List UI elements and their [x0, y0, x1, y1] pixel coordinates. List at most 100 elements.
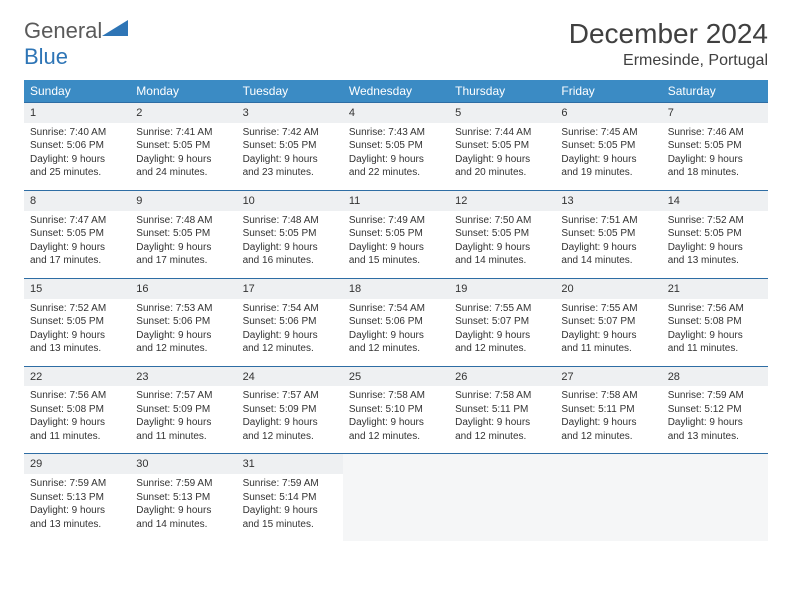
day-number-cell: 26	[449, 366, 555, 386]
sunrise-text: Sunrise: 7:49 AM	[349, 214, 443, 228]
sunrise-text: Sunrise: 7:59 AM	[243, 477, 337, 491]
day-number-cell: 30	[130, 454, 236, 474]
day-number-cell	[449, 454, 555, 474]
day-data-cell	[449, 474, 555, 541]
daylight-text: Daylight: 9 hours and 23 minutes.	[243, 153, 337, 180]
daylight-text: Daylight: 9 hours and 17 minutes.	[136, 241, 230, 268]
daylight-text: Daylight: 9 hours and 13 minutes.	[30, 329, 124, 356]
day-number-cell	[662, 454, 768, 474]
sunset-text: Sunset: 5:05 PM	[455, 227, 549, 241]
day-data-cell: Sunrise: 7:56 AMSunset: 5:08 PMDaylight:…	[24, 386, 130, 454]
day-number-cell: 8	[24, 190, 130, 210]
day-data-cell: Sunrise: 7:50 AMSunset: 5:05 PMDaylight:…	[449, 211, 555, 279]
day-number-cell: 1	[24, 103, 130, 123]
sunrise-text: Sunrise: 7:55 AM	[455, 302, 549, 316]
day-number-cell: 18	[343, 278, 449, 298]
sunrise-text: Sunrise: 7:46 AM	[668, 126, 762, 140]
day-data-cell: Sunrise: 7:44 AMSunset: 5:05 PMDaylight:…	[449, 123, 555, 191]
daylight-text: Daylight: 9 hours and 15 minutes.	[243, 504, 337, 531]
day-number-row: 15161718192021	[24, 278, 768, 298]
sunset-text: Sunset: 5:14 PM	[243, 491, 337, 505]
day-number-cell: 24	[237, 366, 343, 386]
weekday-header: Thursday	[449, 80, 555, 103]
daylight-text: Daylight: 9 hours and 13 minutes.	[668, 416, 762, 443]
day-data-cell: Sunrise: 7:59 AMSunset: 5:14 PMDaylight:…	[237, 474, 343, 541]
day-number-cell: 12	[449, 190, 555, 210]
daylight-text: Daylight: 9 hours and 13 minutes.	[668, 241, 762, 268]
sunrise-text: Sunrise: 7:58 AM	[561, 389, 655, 403]
day-number-cell: 5	[449, 103, 555, 123]
sunset-text: Sunset: 5:11 PM	[561, 403, 655, 417]
day-data-cell: Sunrise: 7:41 AMSunset: 5:05 PMDaylight:…	[130, 123, 236, 191]
daylight-text: Daylight: 9 hours and 12 minutes.	[561, 416, 655, 443]
daylight-text: Daylight: 9 hours and 11 minutes.	[30, 416, 124, 443]
weekday-header: Wednesday	[343, 80, 449, 103]
day-data-cell: Sunrise: 7:52 AMSunset: 5:05 PMDaylight:…	[24, 299, 130, 367]
calendar-table: Sunday Monday Tuesday Wednesday Thursday…	[24, 80, 768, 541]
sunset-text: Sunset: 5:12 PM	[668, 403, 762, 417]
day-data-cell: Sunrise: 7:57 AMSunset: 5:09 PMDaylight:…	[237, 386, 343, 454]
day-number-cell: 15	[24, 278, 130, 298]
sunrise-text: Sunrise: 7:40 AM	[30, 126, 124, 140]
day-data-row: Sunrise: 7:59 AMSunset: 5:13 PMDaylight:…	[24, 474, 768, 541]
day-number-cell: 20	[555, 278, 661, 298]
daylight-text: Daylight: 9 hours and 12 minutes.	[243, 329, 337, 356]
sunrise-text: Sunrise: 7:58 AM	[455, 389, 549, 403]
day-number-row: 891011121314	[24, 190, 768, 210]
day-number-cell: 22	[24, 366, 130, 386]
page-header: General Blue December 2024 Ermesinde, Po…	[24, 18, 768, 70]
daylight-text: Daylight: 9 hours and 15 minutes.	[349, 241, 443, 268]
day-data-cell	[662, 474, 768, 541]
daylight-text: Daylight: 9 hours and 12 minutes.	[136, 329, 230, 356]
sunrise-text: Sunrise: 7:58 AM	[349, 389, 443, 403]
day-number-cell: 2	[130, 103, 236, 123]
sunrise-text: Sunrise: 7:54 AM	[243, 302, 337, 316]
day-number-cell: 7	[662, 103, 768, 123]
weekday-header: Friday	[555, 80, 661, 103]
day-data-row: Sunrise: 7:40 AMSunset: 5:06 PM Daylight:…	[24, 123, 768, 191]
day-number-cell: 3	[237, 103, 343, 123]
day-number-cell: 11	[343, 190, 449, 210]
day-data-cell: Sunrise: 7:53 AMSunset: 5:06 PMDaylight:…	[130, 299, 236, 367]
sunrise-text: Sunrise: 7:45 AM	[561, 126, 655, 140]
day-data-cell: Sunrise: 7:57 AMSunset: 5:09 PMDaylight:…	[130, 386, 236, 454]
sunset-text: Sunset: 5:05 PM	[668, 227, 762, 241]
sunset-text: Sunset: 5:07 PM	[561, 315, 655, 329]
day-data-cell	[343, 474, 449, 541]
sunrise-text: Sunrise: 7:54 AM	[349, 302, 443, 316]
day-number-cell: 9	[130, 190, 236, 210]
sunset-text: Sunset: 5:08 PM	[668, 315, 762, 329]
day-data-cell: Sunrise: 7:40 AMSunset: 5:06 PMDaylight:…	[24, 123, 130, 191]
brand-logo: General Blue	[24, 18, 128, 70]
sunrise-text: Sunrise: 7:56 AM	[30, 389, 124, 403]
sunset-text: Sunset: 5:05 PM	[243, 139, 337, 153]
month-title: December 2024	[569, 18, 768, 50]
sunrise-text: Sunrise: 7:42 AM	[243, 126, 337, 140]
sunrise-text: Sunrise: 7:57 AM	[243, 389, 337, 403]
sunset-text: Sunset: 5:05 PM	[561, 227, 655, 241]
day-data-cell: Sunrise: 7:49 AMSunset: 5:05 PMDaylight:…	[343, 211, 449, 279]
day-data-cell: Sunrise: 7:51 AMSunset: 5:05 PMDaylight:…	[555, 211, 661, 279]
sunset-text: Sunset: 5:09 PM	[136, 403, 230, 417]
sunset-text: Sunset: 5:05 PM	[136, 139, 230, 153]
day-data-cell: Sunrise: 7:59 AMSunset: 5:13 PMDaylight:…	[130, 474, 236, 541]
daylight-text: Daylight: 9 hours and 12 minutes.	[455, 329, 549, 356]
day-data-cell: Sunrise: 7:58 AMSunset: 5:10 PMDaylight:…	[343, 386, 449, 454]
daylight-text: Daylight: 9 hours and 20 minutes.	[455, 153, 549, 180]
daylight-text: Daylight: 9 hours and 12 minutes.	[349, 416, 443, 443]
sunrise-text: Sunrise: 7:48 AM	[136, 214, 230, 228]
day-number-cell: 25	[343, 366, 449, 386]
daylight-text: Daylight: 9 hours and 11 minutes.	[136, 416, 230, 443]
weekday-header: Tuesday	[237, 80, 343, 103]
day-data-cell: Sunrise: 7:59 AMSunset: 5:13 PMDaylight:…	[24, 474, 130, 541]
sunset-text: Sunset: 5:05 PM	[455, 139, 549, 153]
daylight-text: Daylight: 9 hours and 19 minutes.	[561, 153, 655, 180]
day-number-cell: 27	[555, 366, 661, 386]
weekday-header-row: Sunday Monday Tuesday Wednesday Thursday…	[24, 80, 768, 103]
sunset-text: Sunset: 5:13 PM	[30, 491, 124, 505]
day-data-cell: Sunrise: 7:56 AMSunset: 5:08 PMDaylight:…	[662, 299, 768, 367]
day-number-cell	[555, 454, 661, 474]
sunrise-text: Sunrise: 7:59 AM	[136, 477, 230, 491]
sunset-text: Sunset: 5:06 PM	[30, 139, 124, 153]
sunset-text: Sunset: 5:13 PM	[136, 491, 230, 505]
